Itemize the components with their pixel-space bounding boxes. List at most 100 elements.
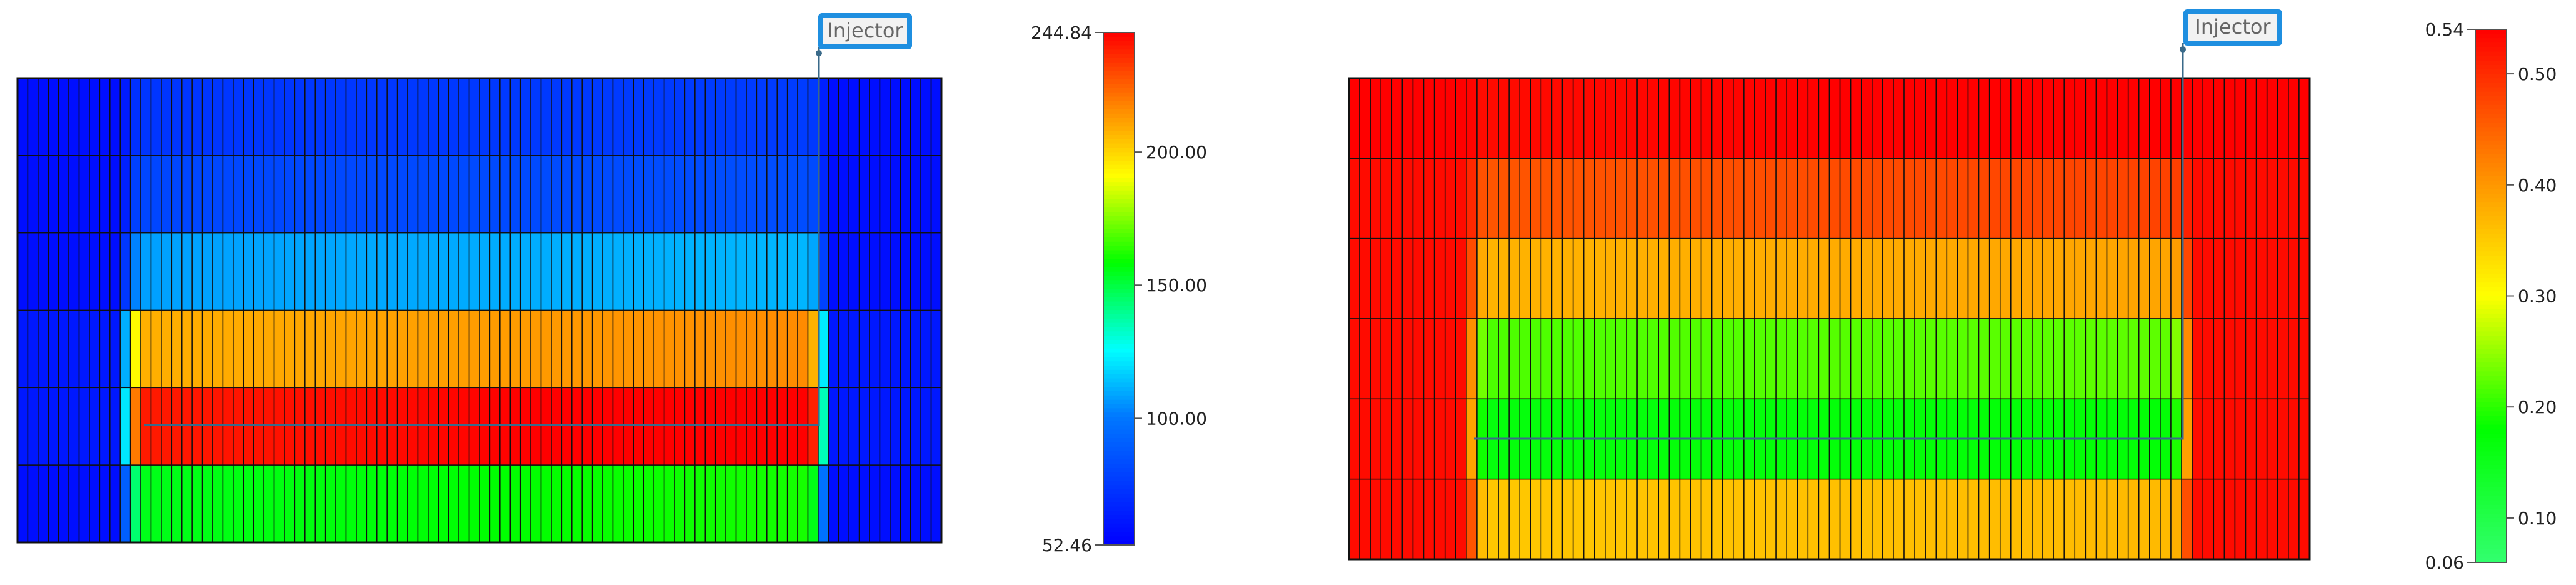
grid-cell xyxy=(1561,238,1574,319)
grid-cell xyxy=(1561,478,1574,560)
grid-cell xyxy=(612,155,624,234)
grid-cell xyxy=(263,387,275,466)
colorbar-segment xyxy=(2475,184,2507,190)
grid-cell xyxy=(2042,78,2054,159)
grid-cell xyxy=(1743,158,1755,239)
grid-cell xyxy=(1412,78,1425,159)
colorbar-tick-label: 0.30 xyxy=(2518,286,2557,307)
grid-cell xyxy=(1626,158,1638,239)
grid-cell xyxy=(1733,478,1745,560)
grid-cell xyxy=(663,232,675,311)
grid-cell xyxy=(2053,238,2065,319)
colorbar-segment xyxy=(2475,344,2507,350)
grid-cell xyxy=(633,387,644,466)
grid-cell xyxy=(1380,238,1393,319)
grid-cell xyxy=(294,78,306,156)
colorbar-segment xyxy=(1103,109,1135,114)
colorbar-segment xyxy=(1103,322,1135,328)
grid-cell xyxy=(1455,78,1467,159)
grid-cell xyxy=(468,464,480,543)
grid-cell xyxy=(509,387,521,466)
colorbar-segment xyxy=(1103,498,1135,503)
grid-cell xyxy=(1893,478,1905,560)
grid-cell xyxy=(1370,318,1381,400)
grid-cell xyxy=(1850,318,1862,400)
grid-cell xyxy=(119,232,131,311)
grid-cell xyxy=(1988,158,2001,239)
grid-cell xyxy=(2223,158,2236,239)
grid-cell xyxy=(1722,238,1734,319)
grid-cell xyxy=(1754,478,1766,560)
grid-cell xyxy=(2234,398,2247,480)
grid-cell xyxy=(376,387,388,466)
grid-cell xyxy=(171,464,183,543)
well-label-right[interactable]: Injector xyxy=(2183,9,2282,46)
grid-cell xyxy=(17,155,29,234)
grid-cell xyxy=(1882,78,1894,159)
grid-cell xyxy=(1530,318,1542,400)
grid-cell xyxy=(99,309,111,389)
grid-cell xyxy=(1679,78,1691,159)
colorbar-segment xyxy=(1103,348,1135,354)
grid-cell xyxy=(2021,78,2033,159)
grid-cell xyxy=(1786,318,1798,400)
grid-cell xyxy=(2042,158,2054,239)
grid-cell xyxy=(807,232,819,311)
grid-cell xyxy=(571,155,583,234)
grid-cell xyxy=(1935,318,1948,400)
colorbar-segment xyxy=(1103,173,1135,178)
colorbar-segment xyxy=(1103,369,1135,375)
reservoir-grid-right xyxy=(1348,77,2311,561)
grid-cell xyxy=(591,464,603,543)
grid-cell xyxy=(1765,318,1777,400)
grid-cell xyxy=(1508,78,1520,159)
grid-cell xyxy=(1444,318,1456,400)
grid-cell xyxy=(2127,78,2140,159)
grid-cell xyxy=(2202,398,2215,480)
grid-cell xyxy=(304,309,316,389)
grid-cell xyxy=(818,464,829,543)
colorbar-segment xyxy=(1103,468,1135,473)
colorbar-segment xyxy=(1103,139,1135,144)
grid-cell xyxy=(797,232,809,311)
grid-cell xyxy=(900,387,911,466)
grid-cell xyxy=(602,155,614,234)
grid-cell xyxy=(2074,478,2087,560)
grid-cell xyxy=(181,387,193,466)
grid-cell xyxy=(386,464,398,543)
grid-cell xyxy=(2149,78,2161,159)
colorbar-segment xyxy=(1103,502,1135,508)
grid-cell xyxy=(828,309,839,389)
colorbar-segment xyxy=(2475,376,2507,381)
grid-cell xyxy=(1583,238,1595,319)
grid-cell xyxy=(2266,318,2278,400)
colorbar-segment xyxy=(1103,532,1135,537)
colorbar-segment xyxy=(2475,309,2507,314)
grid-cell xyxy=(879,464,891,543)
grid-cell xyxy=(479,232,491,311)
grid-cell xyxy=(704,155,716,234)
grid-cell xyxy=(1572,158,1585,239)
grid-cell xyxy=(1348,238,1360,319)
grid-cell xyxy=(2074,238,2087,319)
grid-cell xyxy=(438,232,449,311)
colorbar-segment xyxy=(2475,118,2507,123)
grid-cell xyxy=(89,232,101,311)
grid-cell xyxy=(1551,158,1563,239)
grid-cell xyxy=(448,387,459,466)
colorbar-segment xyxy=(1103,361,1135,366)
colorbar-segment xyxy=(1103,425,1135,431)
grid-cell xyxy=(519,309,531,389)
grid-cell xyxy=(2127,318,2140,400)
grid-cell xyxy=(735,309,747,389)
grid-cell xyxy=(17,309,29,389)
grid-cell xyxy=(519,232,531,311)
grid-cell xyxy=(1487,478,1499,560)
well-label-left[interactable]: Injector xyxy=(818,13,912,49)
colorbar-segment xyxy=(2475,504,2507,510)
colorbar-segment xyxy=(1103,446,1135,452)
grid-cell xyxy=(1872,158,1883,239)
grid-cell xyxy=(1786,158,1798,239)
grid-cell xyxy=(2106,318,2118,400)
grid-cell xyxy=(1903,318,1915,400)
